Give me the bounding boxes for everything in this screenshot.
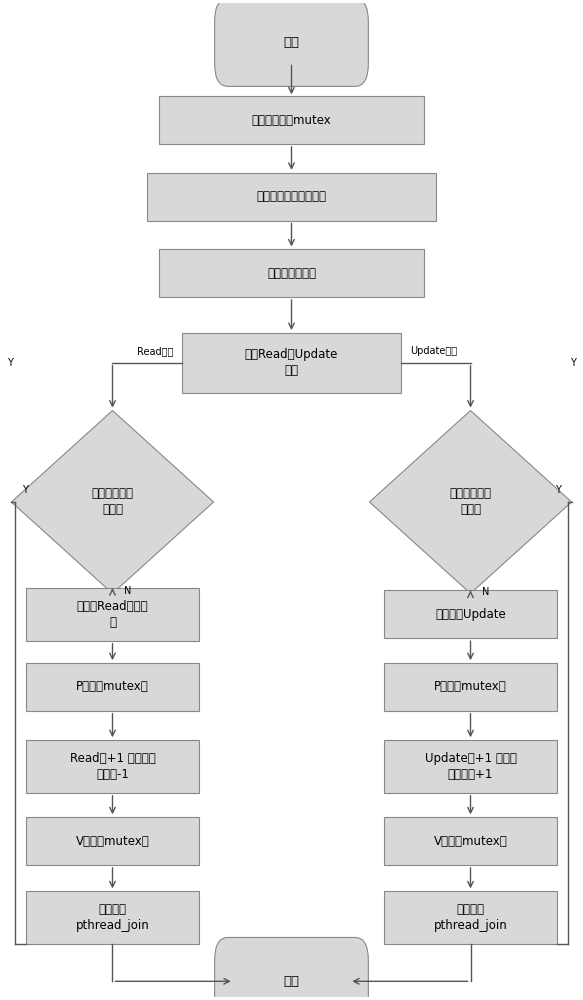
FancyBboxPatch shape [26, 891, 199, 944]
FancyBboxPatch shape [215, 937, 368, 1000]
FancyBboxPatch shape [26, 663, 199, 711]
FancyBboxPatch shape [384, 891, 557, 944]
Text: 处理数据Update: 处理数据Update [435, 608, 506, 621]
Text: V操作（mutex）: V操作（mutex） [76, 835, 149, 848]
FancyBboxPatch shape [159, 249, 424, 297]
Text: 申请固定大小环形数组: 申请固定大小环形数组 [257, 190, 326, 203]
Text: 关闭线程
pthread_join: 关闭线程 pthread_join [76, 903, 149, 932]
Text: Update数+1 空闲缓
冲区个数+1: Update数+1 空闲缓 冲区个数+1 [424, 752, 517, 781]
Polygon shape [370, 410, 571, 593]
FancyBboxPatch shape [147, 173, 436, 221]
FancyBboxPatch shape [26, 817, 199, 865]
Text: 结束: 结束 [283, 975, 300, 988]
Text: 初始化计数信号: 初始化计数信号 [267, 267, 316, 280]
Text: Update线程: Update线程 [410, 346, 457, 356]
Text: N: N [124, 586, 131, 596]
FancyBboxPatch shape [182, 333, 401, 393]
Text: 判定缓冲区是
否已满: 判定缓冲区是 否已满 [92, 487, 134, 516]
Text: 创建Read、Update
线程: 创建Read、Update 线程 [245, 348, 338, 377]
FancyBboxPatch shape [384, 590, 557, 638]
FancyBboxPatch shape [215, 0, 368, 86]
Text: 判定缓冲区是
否为空: 判定缓冲区是 否为空 [449, 487, 491, 516]
Text: Y: Y [570, 358, 576, 368]
Text: Y: Y [7, 358, 13, 368]
Text: 关闭线程
pthread_join: 关闭线程 pthread_join [434, 903, 507, 932]
Text: P操作（mutex）: P操作（mutex） [76, 680, 149, 693]
FancyBboxPatch shape [26, 740, 199, 793]
Text: Read数+1 空闲缓冲
区个数-1: Read数+1 空闲缓冲 区个数-1 [69, 752, 155, 781]
Text: Read线程: Read线程 [137, 346, 173, 356]
Text: 将数据Read进缓冲
区: 将数据Read进缓冲 区 [77, 600, 148, 629]
Text: 初始化信号量mutex: 初始化信号量mutex [252, 114, 331, 127]
Text: Y: Y [554, 485, 561, 495]
FancyBboxPatch shape [384, 817, 557, 865]
Text: N: N [482, 587, 490, 597]
FancyBboxPatch shape [26, 588, 199, 641]
FancyBboxPatch shape [384, 740, 557, 793]
Text: 开始: 开始 [283, 36, 300, 49]
Text: P操作（mutex）: P操作（mutex） [434, 680, 507, 693]
Text: Y: Y [22, 485, 29, 495]
Text: V操作（mutex）: V操作（mutex） [434, 835, 507, 848]
FancyBboxPatch shape [384, 663, 557, 711]
FancyBboxPatch shape [159, 96, 424, 144]
Polygon shape [12, 410, 213, 593]
